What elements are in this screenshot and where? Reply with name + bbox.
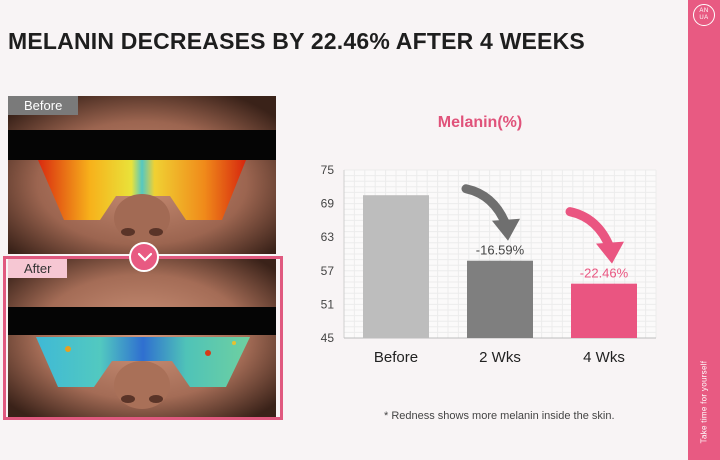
chart-title: Melanin(%) [437,114,523,131]
y-tick-label: 69 [321,197,335,211]
brand-sidebar: AN UA Take time for yourself [688,0,720,460]
trend-arrow-head [596,241,624,264]
brand-logo: AN UA [693,4,715,26]
after-label: After [8,259,68,278]
sidebar-tagline: Take time for yourself [699,360,709,444]
chevron-down-icon [129,242,159,272]
x-tick-label: 4 Wks [583,349,625,366]
after-photo [8,257,276,417]
x-tick-label: 2 Wks [479,349,521,366]
melanin-bar-chart: 75 69 63 57 51 45 Before 2 Wks -16.59% 4 Wks -22.4… [321,163,657,366]
y-tick-label: 45 [321,331,335,345]
x-tick-label: Before [374,349,418,366]
y-tick-label: 57 [321,264,335,278]
bar [363,195,429,338]
before-label: Before [8,96,79,115]
bar [467,260,533,338]
before-photo [8,96,276,254]
page-title: MELANIN DECREASES BY 22.46% AFTER 4 WEEK… [8,28,585,54]
y-tick-label: 63 [321,230,335,244]
y-tick-label: 75 [321,163,335,177]
data-label: -22.46% [580,266,629,281]
trend-arrow-head [492,218,520,241]
data-label: -16.59% [476,243,525,258]
bar [571,283,637,338]
y-tick-label: 51 [321,297,335,311]
footnote: * Redness shows more melanin inside the … [384,410,615,422]
